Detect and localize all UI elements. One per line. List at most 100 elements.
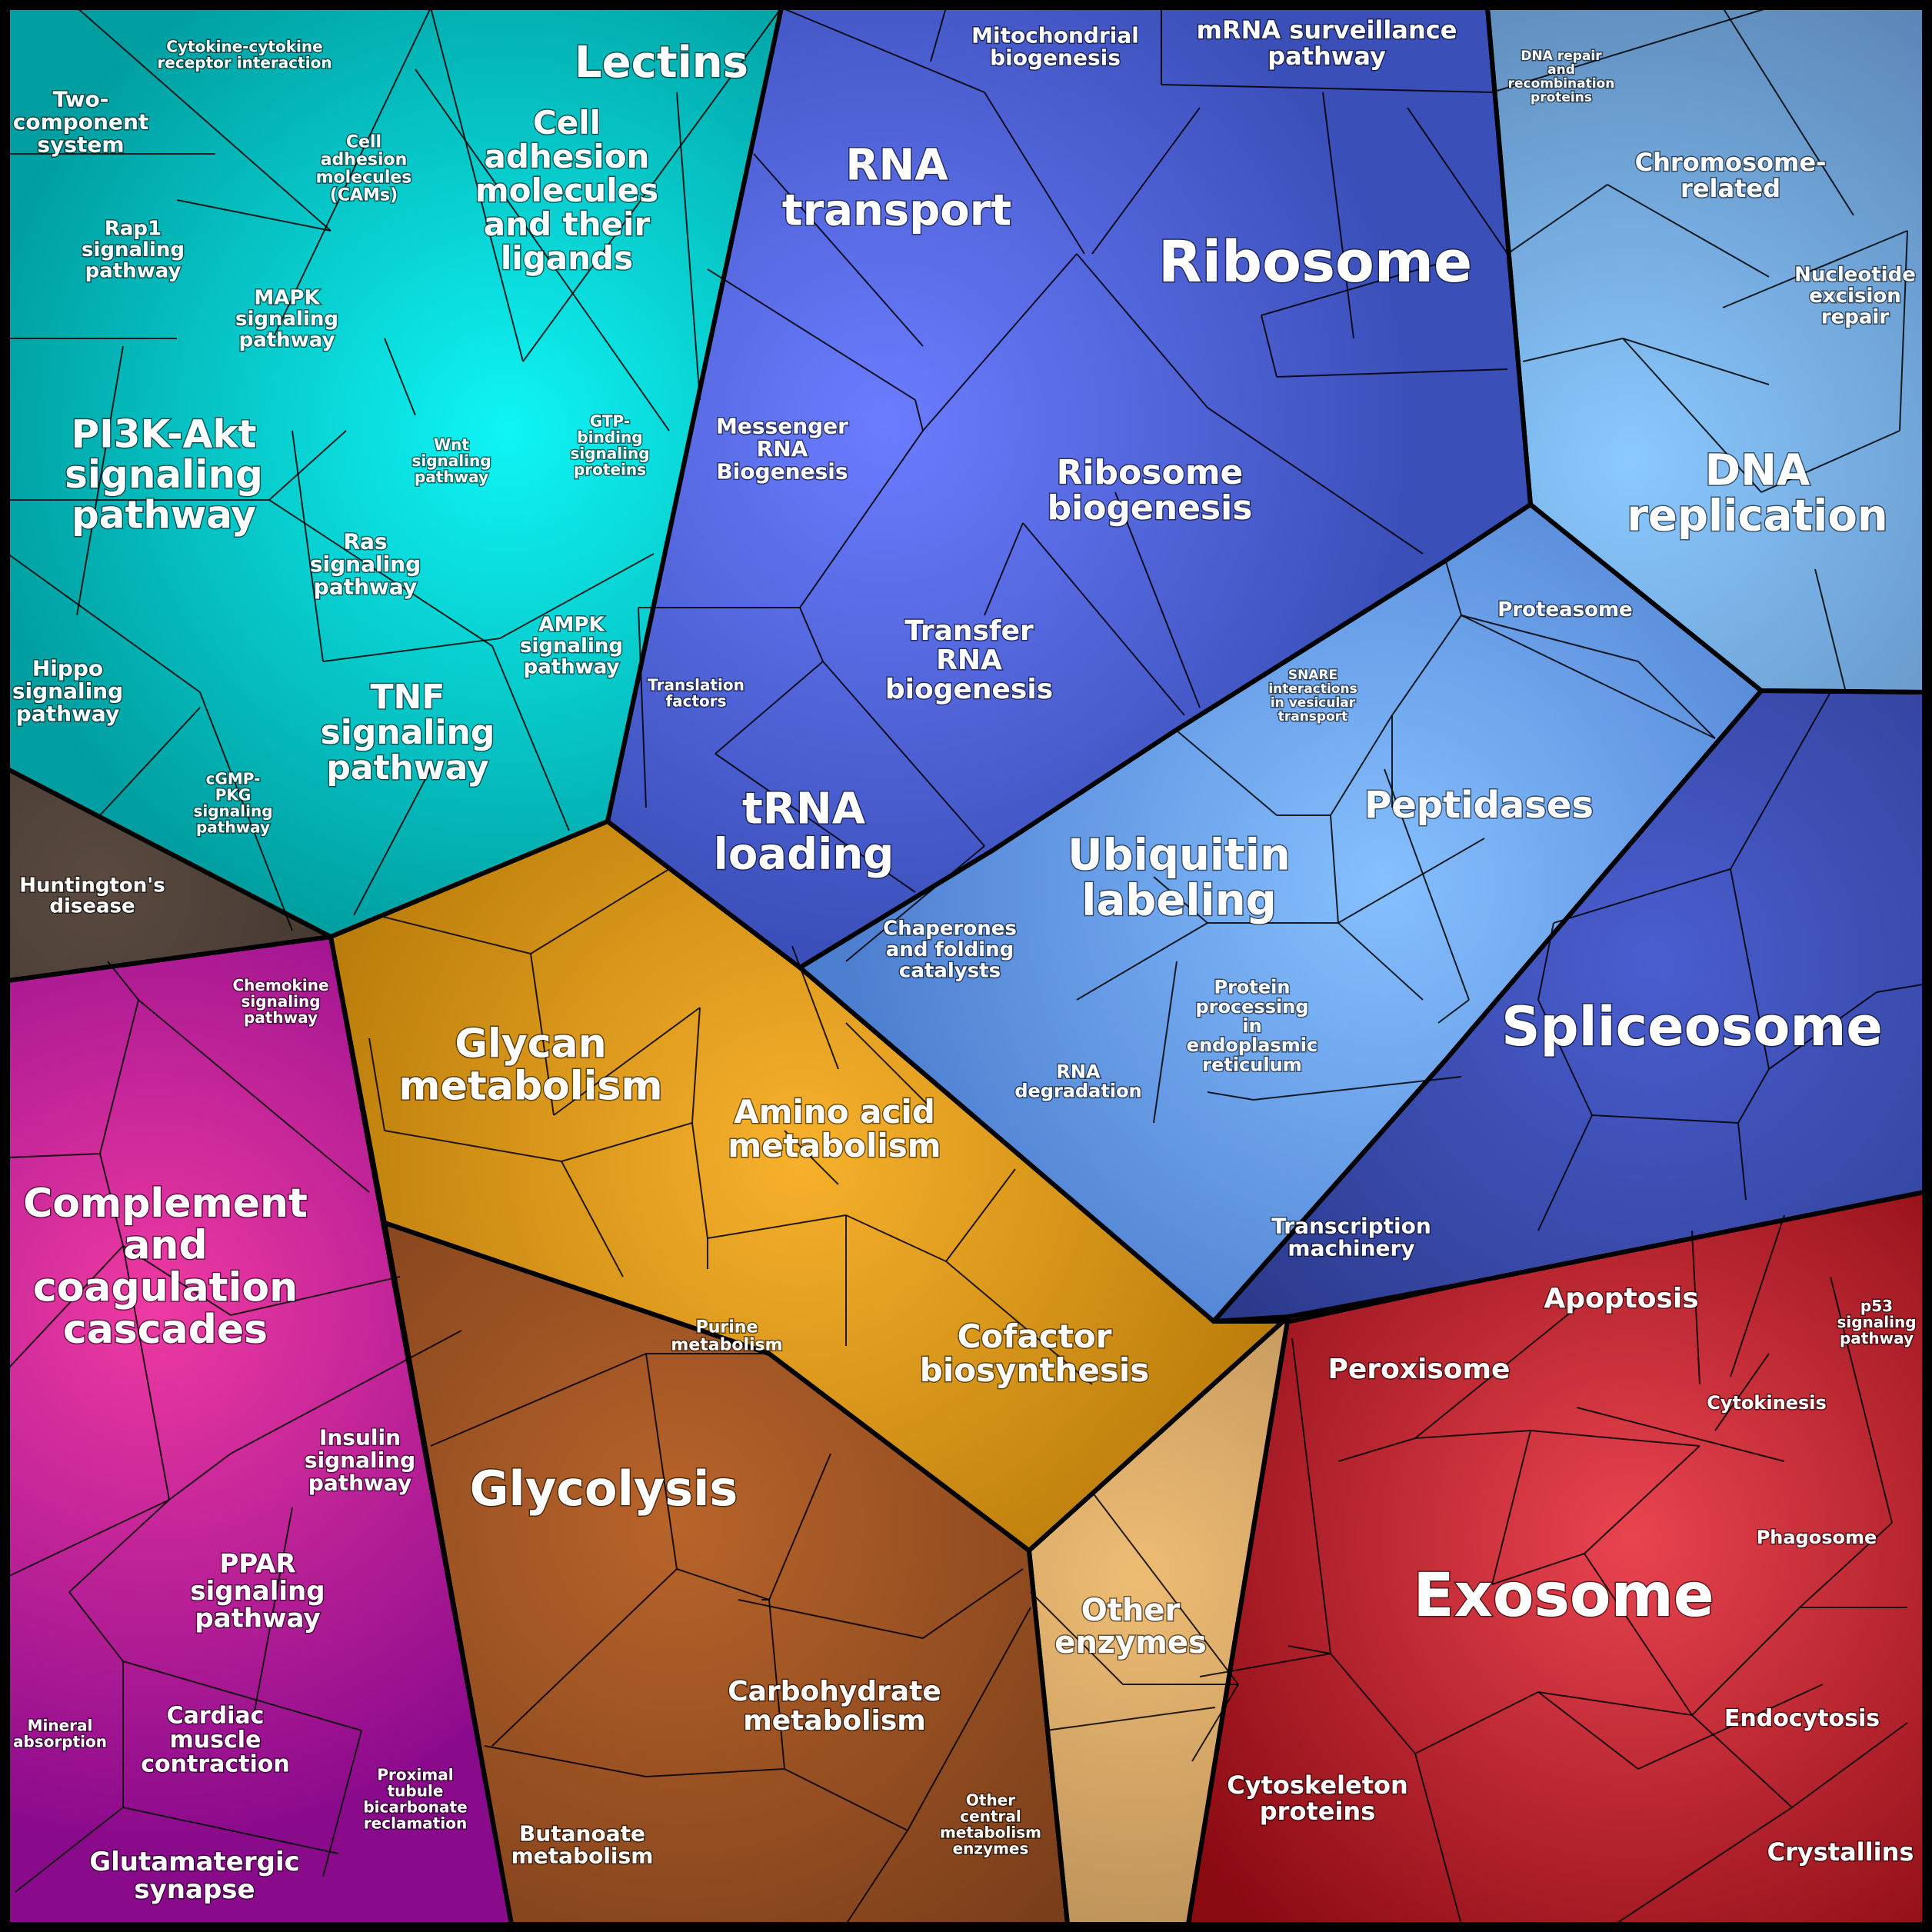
label-glycan: Glycan metabolism <box>398 1021 662 1110</box>
cell-border <box>384 338 416 416</box>
cell-border <box>1691 1230 1700 1385</box>
cell-border <box>768 1453 831 1601</box>
label-endocytosis: Endocytosis <box>1724 1705 1880 1732</box>
cell-border <box>1337 1437 1416 1462</box>
cell-border <box>122 1807 339 1854</box>
cell-border <box>68 1499 170 1593</box>
label-ubiquitin: Ubiquitin labeling <box>1068 831 1291 926</box>
cell-border <box>99 999 139 1154</box>
label-protein-processing: Protein processing in endoplasmic reticulum <box>1187 977 1317 1076</box>
cell-border <box>984 92 1085 255</box>
cell-border <box>1437 999 1470 1024</box>
cell-border <box>499 553 655 639</box>
cell-border <box>1337 922 1424 1001</box>
cell-border <box>1414 1691 1539 1754</box>
label-hippo: Hippo signaling pathway <box>12 656 123 727</box>
cell-border <box>1491 1553 1585 1585</box>
cell-border <box>799 607 824 662</box>
cell-border <box>1153 876 1208 924</box>
cell-border <box>1830 1276 1893 1524</box>
region-border-cell-processes <box>1186 1190 1927 1927</box>
cell-border <box>1691 1714 1793 1808</box>
cell-border <box>1414 1753 1462 1925</box>
cell-border <box>1622 338 1762 493</box>
label-two-component: Two-component system <box>13 87 149 158</box>
label-proximal-tubule: Proximal tubule bicarbonate reclamation <box>363 1765 467 1832</box>
label-peroxisome: Peroxisome <box>1328 1354 1511 1385</box>
cell-border <box>1591 1114 1739 1124</box>
label-chemokine: Chemokine signaling pathway <box>232 976 328 1027</box>
cell-border <box>491 645 570 831</box>
label-pi3k: PI3K-Akt signaling pathway <box>65 411 263 537</box>
cell-border <box>822 661 985 847</box>
cell-border <box>1607 184 1770 278</box>
label-messenger-rna: Messenger RNA Biogenesis <box>716 414 848 485</box>
group-regions <box>8 8 1924 1924</box>
cell-border <box>1461 615 1639 662</box>
cell-border <box>99 1153 124 1247</box>
cell-border <box>268 7 431 347</box>
cell-border <box>1760 430 1900 493</box>
label-rap1: Rap1 signaling pathway <box>82 217 185 282</box>
cell-border <box>1261 315 1277 378</box>
cell-border <box>1176 730 1277 816</box>
label-dna-replication: DNA replication <box>1627 446 1887 541</box>
cell-border <box>1114 491 1201 708</box>
cell-border <box>230 1276 401 1316</box>
label-other-enzymes: Other enzymes <box>1054 1593 1207 1661</box>
cell-border <box>638 607 647 808</box>
cell-labels: Lectins Cytokine-cytokine receptor interac… <box>11 15 1917 1906</box>
cell-border <box>1722 230 1908 308</box>
cell-border <box>1491 1430 1531 1585</box>
cell-border <box>415 68 670 431</box>
cell-border <box>1337 838 1485 924</box>
cell-border <box>984 522 1024 616</box>
cell-border <box>1045 1707 1216 1731</box>
cell-border <box>122 1661 362 1731</box>
region-cell-processes <box>1188 1192 1924 1924</box>
cell-border <box>138 999 370 1193</box>
cell-border <box>561 1122 693 1162</box>
cell-border <box>1722 7 1854 216</box>
cell-border <box>291 430 324 662</box>
cell-border <box>7 1245 124 1370</box>
cell-border <box>1491 7 1770 93</box>
cell-border <box>1553 868 1731 924</box>
cell-border <box>1414 1307 1577 1439</box>
cell-border <box>1076 253 1208 408</box>
cell-border <box>1791 1722 1908 1808</box>
cell-border <box>1584 1445 1700 1554</box>
label-ampk: AMPK signaling pathway <box>520 613 623 678</box>
cell-border <box>784 1768 908 1831</box>
label-translation-factors: Translation factors <box>648 675 744 710</box>
cell-border <box>268 499 493 647</box>
cell-border <box>1407 107 1508 255</box>
cell-border <box>1384 768 1470 1001</box>
cell-border <box>430 1353 647 1447</box>
label-butanoate: Butanoate metabolism <box>511 1820 654 1868</box>
cell-border <box>715 661 824 754</box>
label-carbohydrate: Carbohydrate metabolism <box>728 1676 941 1737</box>
cell-border <box>1876 984 1924 993</box>
label-cardiac: Cardiac muscle contraction <box>141 1702 290 1777</box>
cell-border <box>176 199 331 232</box>
cell-border <box>15 1807 124 1893</box>
label-insulin: Insulin signaling pathway <box>305 1425 415 1496</box>
label-proteasome: Proteasome <box>1497 598 1632 621</box>
cell-border <box>1737 1068 1770 1124</box>
label-spliceosome: Spliceosome <box>1501 995 1883 1058</box>
cell-border <box>781 7 985 93</box>
label-cytokinesis: Cytokinesis <box>1707 1392 1827 1414</box>
cell-border <box>1445 561 1462 616</box>
cell-border <box>645 1353 678 1570</box>
cell-border <box>1276 368 1508 378</box>
label-cgmp: cGMP-PKG signaling pathway <box>193 769 272 836</box>
region-organismal <box>8 937 511 1924</box>
cell-border <box>1022 522 1185 716</box>
label-cams: Cell adhesion molecules (CAMs) <box>316 132 412 205</box>
label-mrna-surveillance: mRNA surveillance pathway <box>1197 15 1457 71</box>
cell-border <box>7 553 201 693</box>
region-splicing <box>1214 691 1924 1321</box>
cell-border <box>753 153 924 347</box>
label-lectins: Lectins <box>575 38 748 88</box>
